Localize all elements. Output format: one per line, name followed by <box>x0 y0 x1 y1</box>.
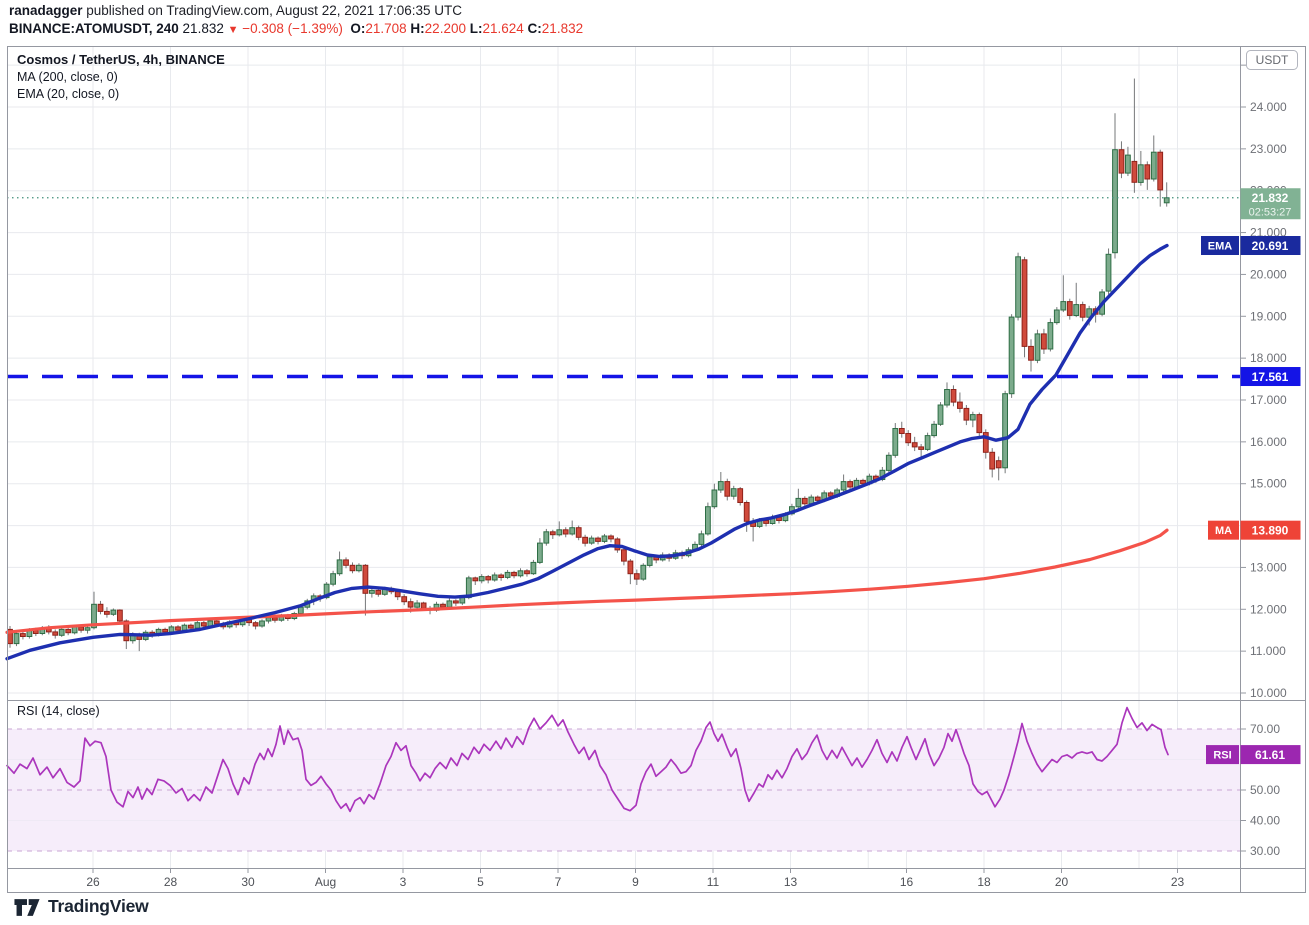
currency-pill[interactable]: USDT <box>1246 50 1298 70</box>
ema-legend[interactable]: EMA (20, close, 0) <box>17 87 120 101</box>
svg-text:13.890: 13.890 <box>1252 524 1289 538</box>
ma-legend[interactable]: MA (200, close, 0) <box>17 69 118 84</box>
price-axis[interactable]: 25.00024.00023.00022.00021.00020.00019.0… <box>1240 58 1287 858</box>
rsi-badge: RSI 61.61 <box>1206 745 1301 765</box>
level-badge: 17.561 <box>1240 367 1301 387</box>
symbol-status-line: BINANCE:ATOMUSDT, 240 21.832 ▼ −0.308 (−… <box>9 21 583 36</box>
low-value: 21.624 <box>482 21 524 36</box>
time-tick-label: 18 <box>977 875 991 889</box>
publish-text: published on TradingView.com, August 22,… <box>82 3 463 18</box>
candles-layer[interactable] <box>7 78 1170 652</box>
badge-countdown: 02:53:27 <box>1249 207 1292 219</box>
time-tick-label: 11 <box>707 875 720 889</box>
time-tick-label: 28 <box>164 875 178 889</box>
price-tick-label: 18.000 <box>1250 351 1287 365</box>
ema-line <box>5 243 1169 661</box>
time-tick-label: 3 <box>400 875 407 889</box>
rsi-tick-label: 50.00 <box>1250 783 1280 797</box>
time-tick-label: 9 <box>632 875 639 889</box>
current-price-badge: 21.832 02:53:27 <box>1240 188 1301 220</box>
close-value: 21.832 <box>541 21 584 36</box>
price-change: −0.308 (−1.39%) <box>242 21 343 36</box>
price-tick-label: 24.000 <box>1250 100 1287 114</box>
time-tick-label: 23 <box>1171 875 1185 889</box>
tradingview-logo[interactable]: TradingView <box>13 895 149 918</box>
price-tick-label: 20.000 <box>1250 267 1287 281</box>
time-tick-label: 30 <box>241 875 255 889</box>
price-tick-label: 10.000 <box>1250 686 1287 700</box>
main-pane-legend: Cosmos / TetherUS, 4h, BINANCE MA (200, … <box>17 51 225 104</box>
rsi-tick-label: 40.00 <box>1250 814 1280 828</box>
svg-text:17.561: 17.561 <box>1252 370 1289 384</box>
svg-text:61.61: 61.61 <box>1255 748 1285 762</box>
time-tick-label: 7 <box>555 875 562 889</box>
svg-text:USDT: USDT <box>1256 53 1289 67</box>
time-tick-label: 26 <box>86 875 100 889</box>
time-tick-label: 5 <box>477 875 484 889</box>
open-value: 21.708 <box>365 21 407 36</box>
publisher-name[interactable]: ranadagger <box>9 3 83 18</box>
svg-text:EMA: EMA <box>1208 241 1233 253</box>
price-tick-label: 11.000 <box>1250 644 1286 658</box>
ma-line <box>5 528 1169 634</box>
price-tick-label: 13.000 <box>1250 560 1287 574</box>
rsi-line <box>6 706 1169 813</box>
rsi-tick-label: 30.00 <box>1250 844 1280 858</box>
tradingview-wordmark: TradingView <box>48 896 149 916</box>
price-tick-label: 15.000 <box>1250 477 1287 491</box>
price-tick-label: 17.000 <box>1250 393 1287 407</box>
time-axis[interactable]: 26 28 30 Aug 3 5 7 9 11 13 16 18 20 23 <box>86 868 1184 889</box>
svg-text:MA: MA <box>1215 525 1232 537</box>
last-price: 21.832 <box>182 21 224 36</box>
price-tick-label: 23.000 <box>1250 142 1287 156</box>
symbol-name[interactable]: BINANCE:ATOMUSDT, 240 <box>9 21 179 36</box>
badge-price-value: 21.832 <box>1252 191 1289 205</box>
price-tick-label: 16.000 <box>1250 435 1287 449</box>
svg-text:20.691: 20.691 <box>1252 239 1289 253</box>
time-tick-label: 13 <box>784 875 798 889</box>
high-value: 22.200 <box>424 21 466 36</box>
ema-badge: EMA 20.691 <box>1201 236 1301 256</box>
rsi-pane[interactable] <box>7 728 1240 852</box>
price-tick-label: 12.000 <box>1250 602 1287 616</box>
time-tick-label: 16 <box>900 875 914 889</box>
tradingview-mark-icon <box>14 899 40 916</box>
publish-info: ranadagger published on TradingView.com,… <box>9 3 462 18</box>
chart-title[interactable]: Cosmos / TetherUS, 4h, BINANCE <box>17 52 225 67</box>
low-label: L: <box>469 21 483 36</box>
svg-text:RSI: RSI <box>1213 750 1231 762</box>
high-label: H: <box>410 21 425 36</box>
time-tick-label: 20 <box>1055 875 1069 889</box>
rsi-pane-legend[interactable]: RSI (14, close) <box>17 704 100 718</box>
ma-badge: MA 13.890 <box>1208 520 1301 540</box>
open-label: O: <box>350 21 366 36</box>
rsi-tick-label: 70.00 <box>1250 722 1280 736</box>
price-tick-label: 19.000 <box>1250 309 1287 323</box>
close-label: C: <box>527 21 542 36</box>
direction-down-icon: ▼ <box>227 24 239 36</box>
time-tick-label: Aug <box>315 875 336 889</box>
